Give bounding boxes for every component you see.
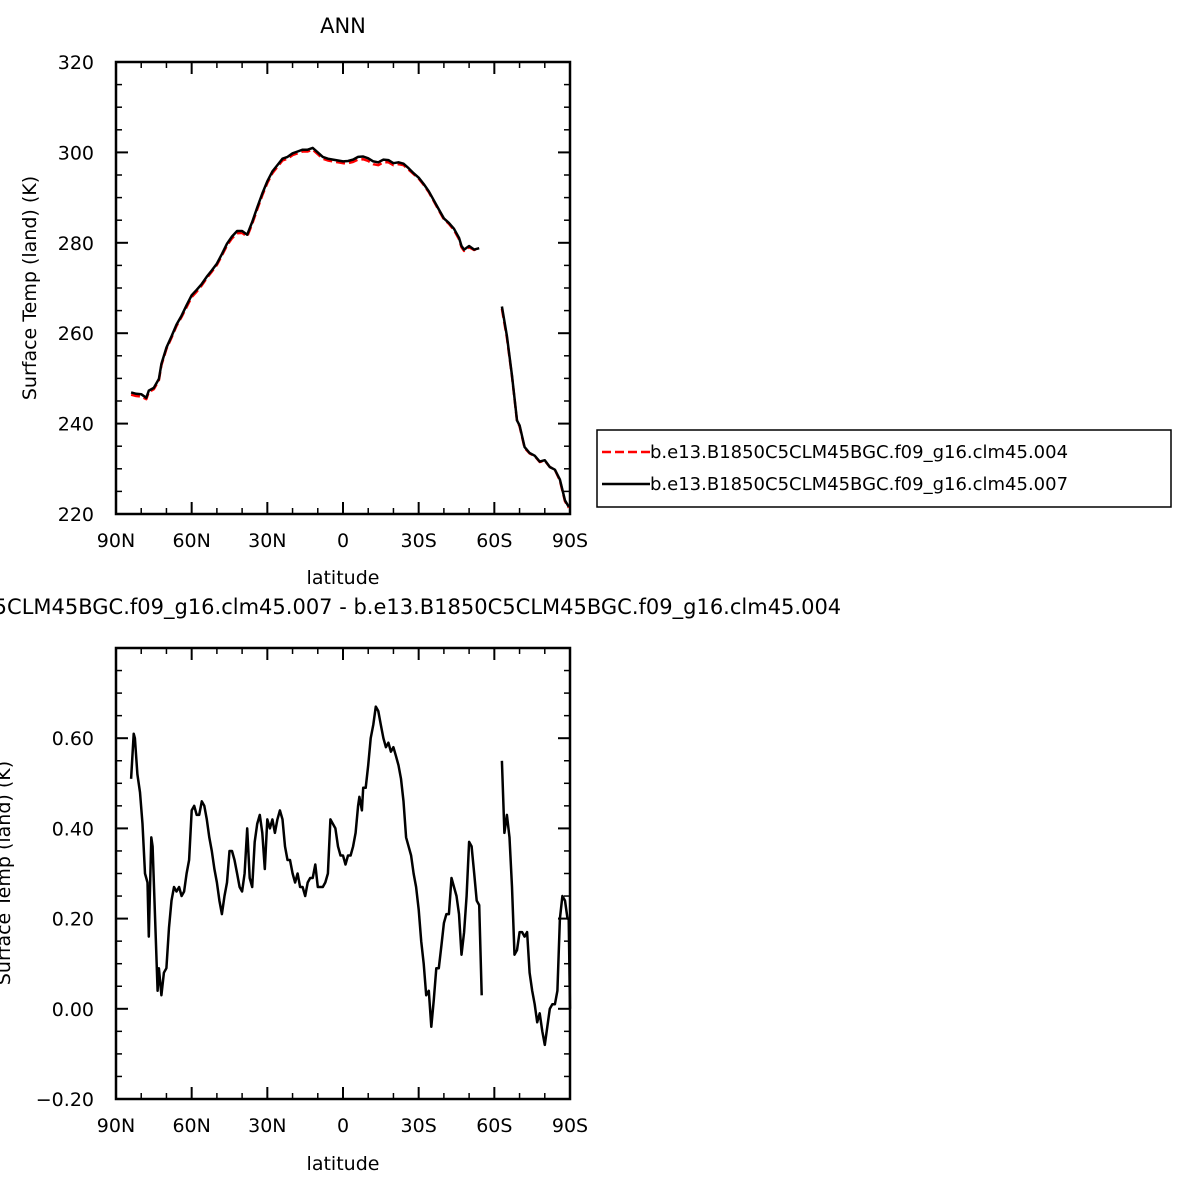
top-y-tick-label: 320 xyxy=(58,52,94,74)
top-panel-y-axis-title: Surface Temp (land) (K) xyxy=(19,176,41,400)
bottom-x-tick-label: 60N xyxy=(172,1115,210,1137)
bottom-panel-y-axis-title: Surface Temp (land) (K) xyxy=(0,761,15,985)
top-y-tick-label: 300 xyxy=(58,142,94,164)
bottom-x-tick-label: 90S xyxy=(552,1115,588,1137)
top-series-2-segment-1 xyxy=(130,146,480,400)
bottom-panel-series xyxy=(129,705,572,1047)
top-panel: ANN latitude Surface Temp (land) (K) 90N… xyxy=(19,14,588,589)
bottom-panel-x-axis-title: latitude xyxy=(307,1153,380,1175)
top-x-tick-label: 90N xyxy=(97,530,135,552)
top-panel-plot-frame xyxy=(114,60,572,516)
top-panel-series xyxy=(130,146,570,509)
top-series-1-segment-1 xyxy=(130,148,480,401)
top-x-tick-label: 60S xyxy=(476,530,512,552)
top-y-tick-label: 220 xyxy=(58,504,94,526)
top-x-tick-label: 30N xyxy=(248,530,286,552)
bottom-panel-plot-frame xyxy=(114,646,572,1101)
top-x-tick-label: 30S xyxy=(401,530,437,552)
top-x-tick-label: 0 xyxy=(337,530,349,552)
bottom-y-tick-label: 0.40 xyxy=(52,818,94,840)
bottom-x-tick-label: 60S xyxy=(476,1115,512,1137)
top-y-tick-label: 280 xyxy=(58,233,94,255)
bottom-y-tick-label: −0.20 xyxy=(36,1089,94,1111)
bottom-x-tick-label: 30N xyxy=(248,1115,286,1137)
top-x-tick-label: 90S xyxy=(552,530,588,552)
bottom-panel: b.e13.B1850C5CLM45BGC.f09_g16.clm45.007 … xyxy=(0,595,841,1175)
legend-label-004: b.e13.B1850C5CLM45BGC.f09_g16.clm45.004 xyxy=(650,442,1068,463)
top-panel-x-axis-title: latitude xyxy=(307,567,380,589)
bottom-y-tick-label: 0.00 xyxy=(52,999,94,1021)
top-y-tick-label: 240 xyxy=(58,414,94,436)
legend: b.e13.B1850C5CLM45BGC.f09_g16.clm45.004 … xyxy=(596,429,1172,508)
legend-box xyxy=(596,429,1172,508)
top-series-2-segment-2 xyxy=(500,306,570,508)
bottom-y-tick-label: 0.20 xyxy=(52,909,94,931)
top-x-tick-label: 60N xyxy=(172,530,210,552)
bottom-series-1-segment-1 xyxy=(129,705,483,1029)
bottom-x-tick-label: 90N xyxy=(97,1115,135,1137)
top-y-tick-label: 260 xyxy=(58,323,94,345)
top-panel-title: ANN xyxy=(320,14,366,38)
legend-label-007: b.e13.B1850C5CLM45BGC.f09_g16.clm45.007 xyxy=(650,474,1068,495)
bottom-x-tick-label: 0 xyxy=(337,1115,349,1137)
bottom-series-1-segment-2 xyxy=(500,760,572,1047)
bottom-y-tick-label: 0.60 xyxy=(52,728,94,750)
bottom-x-tick-label: 30S xyxy=(401,1115,437,1137)
bottom-panel-title: b.e13.B1850C5CLM45BGC.f09_g16.clm45.007 … xyxy=(0,595,841,620)
